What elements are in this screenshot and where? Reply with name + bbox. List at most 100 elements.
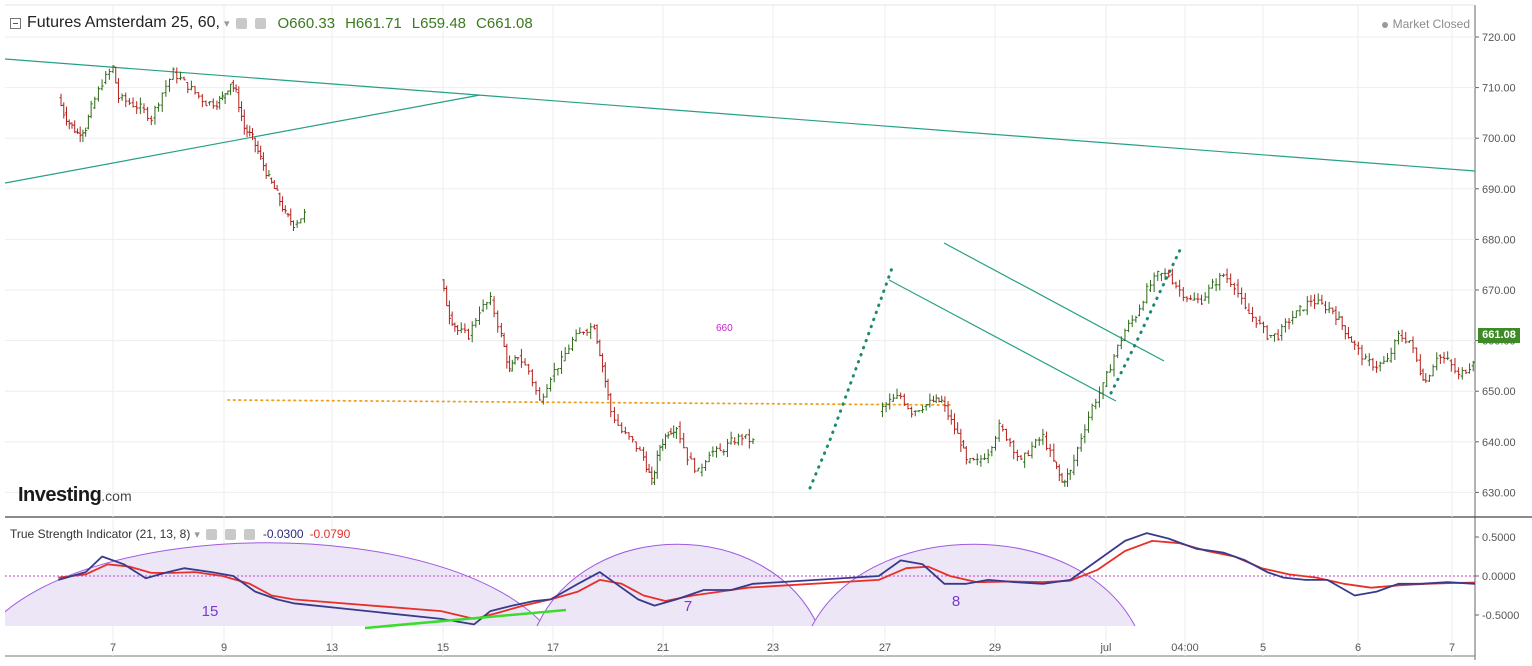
price-tick-label: 680.00 [1482, 234, 1516, 246]
price-tick-label: 710.00 [1482, 83, 1516, 95]
ohlc-bar [634, 441, 638, 452]
ohlc-bar [1389, 347, 1393, 363]
ohlc-bar [175, 67, 179, 84]
collapse-icon[interactable] [10, 17, 21, 29]
ohlc-bar [986, 449, 990, 464]
ohlc-bar [1378, 361, 1382, 372]
ohlc-bar [650, 466, 654, 486]
ohlc-bar [104, 71, 108, 85]
annotation-label: 660 [716, 323, 733, 334]
cycle-label: 7 [684, 598, 692, 615]
close-icon[interactable] [243, 528, 255, 540]
ohlc-bar [1037, 437, 1041, 446]
ohlc-bar [164, 80, 168, 97]
ohlc-bar [208, 101, 212, 106]
ohlc-bar [1302, 309, 1306, 312]
ohlc-bar [920, 405, 925, 414]
ohlc-bar [229, 83, 233, 96]
ohlc-bar [1438, 354, 1442, 364]
ohlc-bar [1272, 333, 1277, 342]
ohlc-bar [620, 422, 624, 434]
ohlc-bar [1261, 321, 1266, 334]
channel-lower-line [888, 279, 1117, 402]
ohlc-bar [1291, 310, 1295, 325]
ohlc-bar [703, 459, 708, 471]
ohlc-bar [463, 323, 467, 334]
chevron-down-icon[interactable]: ▾ [223, 17, 230, 30]
ohlc-bar [585, 328, 589, 336]
ohlc-bar [1068, 469, 1072, 480]
gear-icon[interactable] [224, 528, 236, 540]
time-tick-label: 13 [326, 642, 338, 654]
ohlc-bar [714, 446, 719, 458]
ohlc-bar [707, 451, 711, 463]
ohlc-bar [1327, 301, 1331, 314]
ohlc-bar [1192, 292, 1196, 301]
ohlc-bar [612, 407, 617, 424]
indicator-header: True Strength Indicator (21, 13, 8) ▾ -0… [10, 527, 350, 541]
ohlc-bar [1243, 292, 1247, 310]
ohlc-bar [1075, 446, 1080, 467]
cycle-3-fill [812, 544, 1135, 626]
settings-icon[interactable] [205, 528, 217, 540]
ohlc-bar [1424, 373, 1428, 383]
ohlc-bar [1367, 353, 1371, 367]
ohlc-bar [1411, 336, 1415, 354]
cycle-2-fill [537, 544, 818, 626]
ohlc-bar [295, 220, 299, 228]
ohlc-bar [592, 324, 596, 330]
ohlc-bar [447, 300, 452, 325]
ohlc-bar [722, 449, 726, 456]
ohlc-bar [1309, 295, 1313, 307]
ohlc-bar [1079, 433, 1083, 452]
ohlc-bar [530, 369, 534, 387]
ohlc-bar [949, 409, 953, 425]
ohlc-bar [534, 381, 538, 395]
ohlc-bar [928, 393, 932, 408]
ohlc-bar [1170, 268, 1174, 285]
ohlc-bar [552, 362, 556, 383]
price-tick-label: 690.00 [1482, 184, 1516, 196]
ohlc-bar [1337, 311, 1341, 320]
ohlc-bar [299, 218, 303, 224]
indicator-title[interactable]: True Strength Indicator (21, 13, 8) [10, 527, 191, 541]
ohlc-bar [62, 102, 66, 119]
ohlc-bar [1108, 364, 1112, 373]
ohlc-bar [197, 92, 201, 99]
ohlc-bar [124, 92, 128, 108]
ohlc-bar [1312, 294, 1317, 309]
ohlc-bar [943, 396, 947, 412]
ohlc-bar [1467, 363, 1472, 374]
gear-icon[interactable] [254, 17, 266, 29]
ohlc-bar [1385, 353, 1390, 363]
ohlc-bar [964, 446, 968, 465]
ohlc-bar [1346, 327, 1351, 339]
ohlc-bar [1086, 411, 1091, 433]
current-price-badge: 661.08 [1478, 328, 1520, 343]
ohlc-bar [1174, 281, 1178, 289]
ohlc-bar [1048, 443, 1052, 457]
ohlc-bar [1097, 386, 1102, 408]
ohlc-bar [1218, 272, 1222, 291]
ohlc-bar [913, 410, 917, 417]
ohlc-bar [1123, 328, 1127, 342]
ohlc-bar [283, 205, 287, 214]
ohlc-bar [1008, 437, 1012, 447]
time-tick-label: 29 [989, 642, 1001, 654]
chevron-down-icon[interactable]: ▾ [194, 528, 200, 541]
settings-icon[interactable] [235, 17, 247, 29]
ohlc-bar [1199, 294, 1204, 305]
time-tick-label: 7 [110, 642, 116, 654]
symbol-title[interactable]: Futures Amsterdam 25, 60, [27, 14, 220, 31]
ohlc-bar [1019, 454, 1023, 461]
ohlc-bar [1094, 398, 1098, 410]
ohlc-bar [234, 84, 238, 93]
ohlc-bar [211, 98, 215, 109]
ohlc-bar [456, 325, 460, 335]
ohlc-bar [1101, 382, 1105, 400]
ohlc-bar [666, 431, 670, 439]
ohlc-bar [1188, 295, 1193, 301]
ohlc-bar [1258, 315, 1262, 325]
ohlc-bar [189, 80, 194, 91]
